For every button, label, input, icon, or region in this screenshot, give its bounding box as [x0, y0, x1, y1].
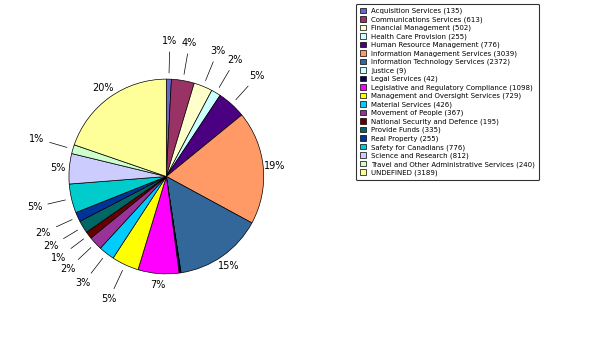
Text: 5%: 5%	[27, 200, 65, 212]
Wedge shape	[74, 79, 166, 176]
Wedge shape	[69, 176, 166, 213]
Wedge shape	[69, 154, 166, 184]
Wedge shape	[91, 176, 166, 248]
Legend: Acquisition Services (135), Communications Services (613), Financial Management : Acquisition Services (135), Communicatio…	[356, 4, 539, 180]
Text: 5%: 5%	[102, 270, 122, 304]
Text: 2%: 2%	[219, 55, 243, 88]
Wedge shape	[166, 115, 264, 223]
Text: 2%: 2%	[36, 220, 72, 238]
Wedge shape	[113, 176, 166, 270]
Text: 1%: 1%	[51, 239, 84, 263]
Wedge shape	[138, 176, 179, 274]
Text: 1%: 1%	[29, 133, 67, 148]
Wedge shape	[166, 176, 181, 273]
Wedge shape	[166, 79, 194, 176]
Wedge shape	[100, 176, 166, 258]
Text: 5%: 5%	[50, 163, 65, 173]
Text: 19%: 19%	[264, 161, 285, 171]
Wedge shape	[87, 176, 166, 238]
Text: 5%: 5%	[236, 71, 265, 100]
Text: 1%: 1%	[162, 36, 178, 73]
Wedge shape	[166, 83, 212, 176]
Wedge shape	[166, 176, 252, 273]
Text: 15%: 15%	[218, 261, 239, 270]
Text: 4%: 4%	[182, 38, 197, 74]
Text: 7%: 7%	[150, 280, 165, 290]
Text: 20%: 20%	[92, 83, 114, 93]
Wedge shape	[166, 79, 172, 176]
Wedge shape	[166, 95, 242, 176]
Text: 2%: 2%	[60, 247, 91, 274]
Wedge shape	[72, 145, 166, 176]
Wedge shape	[166, 90, 220, 176]
Wedge shape	[76, 176, 166, 221]
Text: 3%: 3%	[75, 258, 103, 288]
Wedge shape	[80, 176, 166, 232]
Text: 2%: 2%	[43, 230, 78, 251]
Wedge shape	[166, 176, 181, 273]
Text: 3%: 3%	[206, 46, 225, 80]
